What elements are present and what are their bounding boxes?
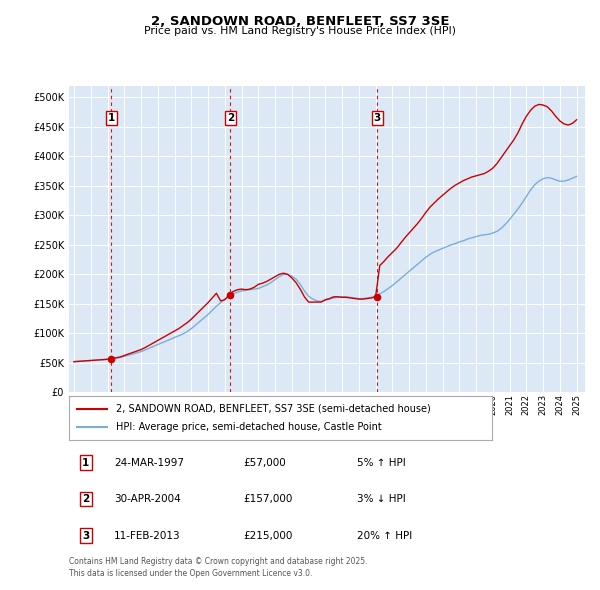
Text: Price paid vs. HM Land Registry's House Price Index (HPI): Price paid vs. HM Land Registry's House … (144, 26, 456, 36)
Text: 30-APR-2004: 30-APR-2004 (114, 494, 181, 504)
Text: 3% ↓ HPI: 3% ↓ HPI (357, 494, 406, 504)
Text: 20% ↑ HPI: 20% ↑ HPI (357, 531, 412, 540)
Text: 1: 1 (108, 113, 115, 123)
Text: HPI: Average price, semi-detached house, Castle Point: HPI: Average price, semi-detached house,… (116, 422, 381, 432)
Text: £157,000: £157,000 (243, 494, 292, 504)
Text: Contains HM Land Registry data © Crown copyright and database right 2025.
This d: Contains HM Land Registry data © Crown c… (69, 557, 367, 578)
Text: 2: 2 (227, 113, 234, 123)
Text: 3: 3 (82, 531, 89, 540)
Text: 3: 3 (374, 113, 381, 123)
Text: 2, SANDOWN ROAD, BENFLEET, SS7 3SE: 2, SANDOWN ROAD, BENFLEET, SS7 3SE (151, 15, 449, 28)
Text: 1: 1 (82, 458, 89, 467)
Text: 5% ↑ HPI: 5% ↑ HPI (357, 458, 406, 467)
Text: 2, SANDOWN ROAD, BENFLEET, SS7 3SE (semi-detached house): 2, SANDOWN ROAD, BENFLEET, SS7 3SE (semi… (116, 404, 430, 414)
Text: £215,000: £215,000 (243, 531, 292, 540)
Text: 11-FEB-2013: 11-FEB-2013 (114, 531, 181, 540)
Text: 24-MAR-1997: 24-MAR-1997 (114, 458, 184, 467)
Text: £57,000: £57,000 (243, 458, 286, 467)
Text: 2: 2 (82, 494, 89, 504)
